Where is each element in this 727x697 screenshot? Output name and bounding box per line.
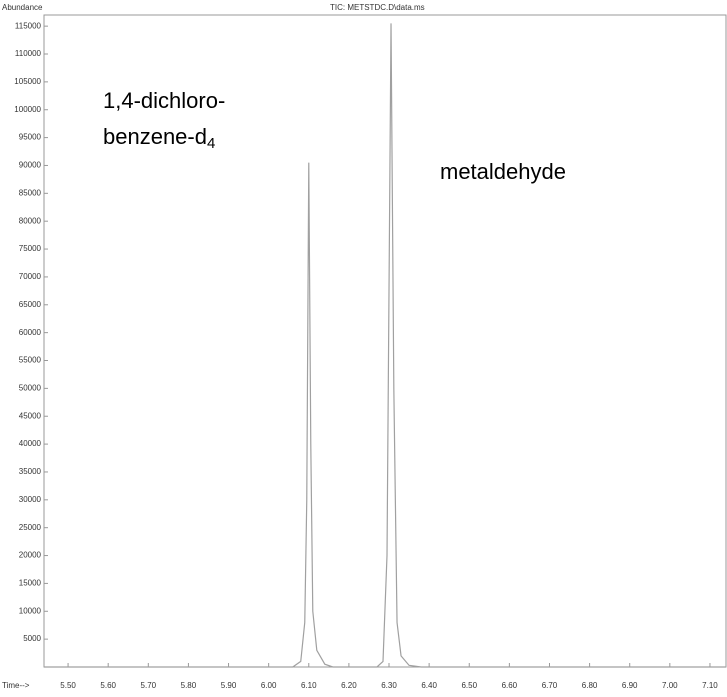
x-tick-label: 6.70 bbox=[542, 681, 558, 690]
y-axis-label: Abundance bbox=[2, 3, 43, 12]
annotation-subscript: 4 bbox=[207, 135, 215, 152]
y-tick-label: 5000 bbox=[23, 634, 41, 643]
x-tick-label: 5.80 bbox=[181, 681, 197, 690]
annotation: benzene-d4 bbox=[103, 124, 215, 152]
y-tick-label: 10000 bbox=[19, 606, 42, 615]
x-tick-label: 6.40 bbox=[421, 681, 437, 690]
y-tick-label: 55000 bbox=[19, 356, 42, 365]
y-tick-label: 80000 bbox=[19, 216, 42, 225]
y-tick-label: 75000 bbox=[19, 244, 42, 253]
y-tick-label: 95000 bbox=[19, 133, 42, 142]
x-tick-label: 5.90 bbox=[221, 681, 237, 690]
annotation: metaldehyde bbox=[440, 159, 566, 184]
y-tick-label: 105000 bbox=[14, 77, 41, 86]
annotation-text: benzene-d bbox=[103, 124, 207, 149]
y-tick-label: 45000 bbox=[19, 411, 42, 420]
x-tick-label: 6.00 bbox=[261, 681, 277, 690]
y-tick-label: 25000 bbox=[19, 523, 42, 532]
x-tick-label: 6.60 bbox=[502, 681, 518, 690]
y-tick-label: 90000 bbox=[19, 161, 42, 170]
y-tick-label: 50000 bbox=[19, 383, 42, 392]
y-tick-label: 35000 bbox=[19, 467, 42, 476]
y-tick-label: 65000 bbox=[19, 300, 42, 309]
chart-title: TIC: METSTDC.D\data.ms bbox=[330, 3, 425, 12]
x-tick-label: 6.80 bbox=[582, 681, 598, 690]
annotation: 1,4-dichloro- bbox=[103, 88, 225, 113]
x-tick-label: 5.50 bbox=[60, 681, 76, 690]
y-tick-label: 15000 bbox=[19, 579, 42, 588]
y-tick-label: 60000 bbox=[19, 328, 42, 337]
y-tick-label: 85000 bbox=[19, 188, 42, 197]
y-tick-label: 110000 bbox=[15, 49, 42, 58]
x-tick-label: 6.90 bbox=[622, 681, 638, 690]
y-tick-label: 70000 bbox=[19, 272, 42, 281]
plot-frame bbox=[43, 14, 727, 668]
x-tick-label: 7.10 bbox=[702, 681, 718, 690]
y-tick-label: 30000 bbox=[19, 495, 42, 504]
x-tick-label: 5.60 bbox=[100, 681, 116, 690]
x-tick-label: 6.50 bbox=[461, 681, 477, 690]
x-tick-label: 7.00 bbox=[662, 681, 678, 690]
x-tick-label: 6.20 bbox=[341, 681, 357, 690]
y-tick-label: 40000 bbox=[19, 439, 42, 448]
x-tick-label: 6.30 bbox=[381, 681, 397, 690]
y-tick-label: 20000 bbox=[19, 551, 42, 560]
y-tick-label: 100000 bbox=[14, 105, 41, 114]
x-axis-label: Time--> bbox=[2, 681, 30, 690]
x-tick-label: 5.70 bbox=[141, 681, 157, 690]
trace-line bbox=[44, 23, 726, 668]
x-tick-label: 6.10 bbox=[301, 681, 317, 690]
y-tick-label: 115000 bbox=[15, 21, 42, 30]
